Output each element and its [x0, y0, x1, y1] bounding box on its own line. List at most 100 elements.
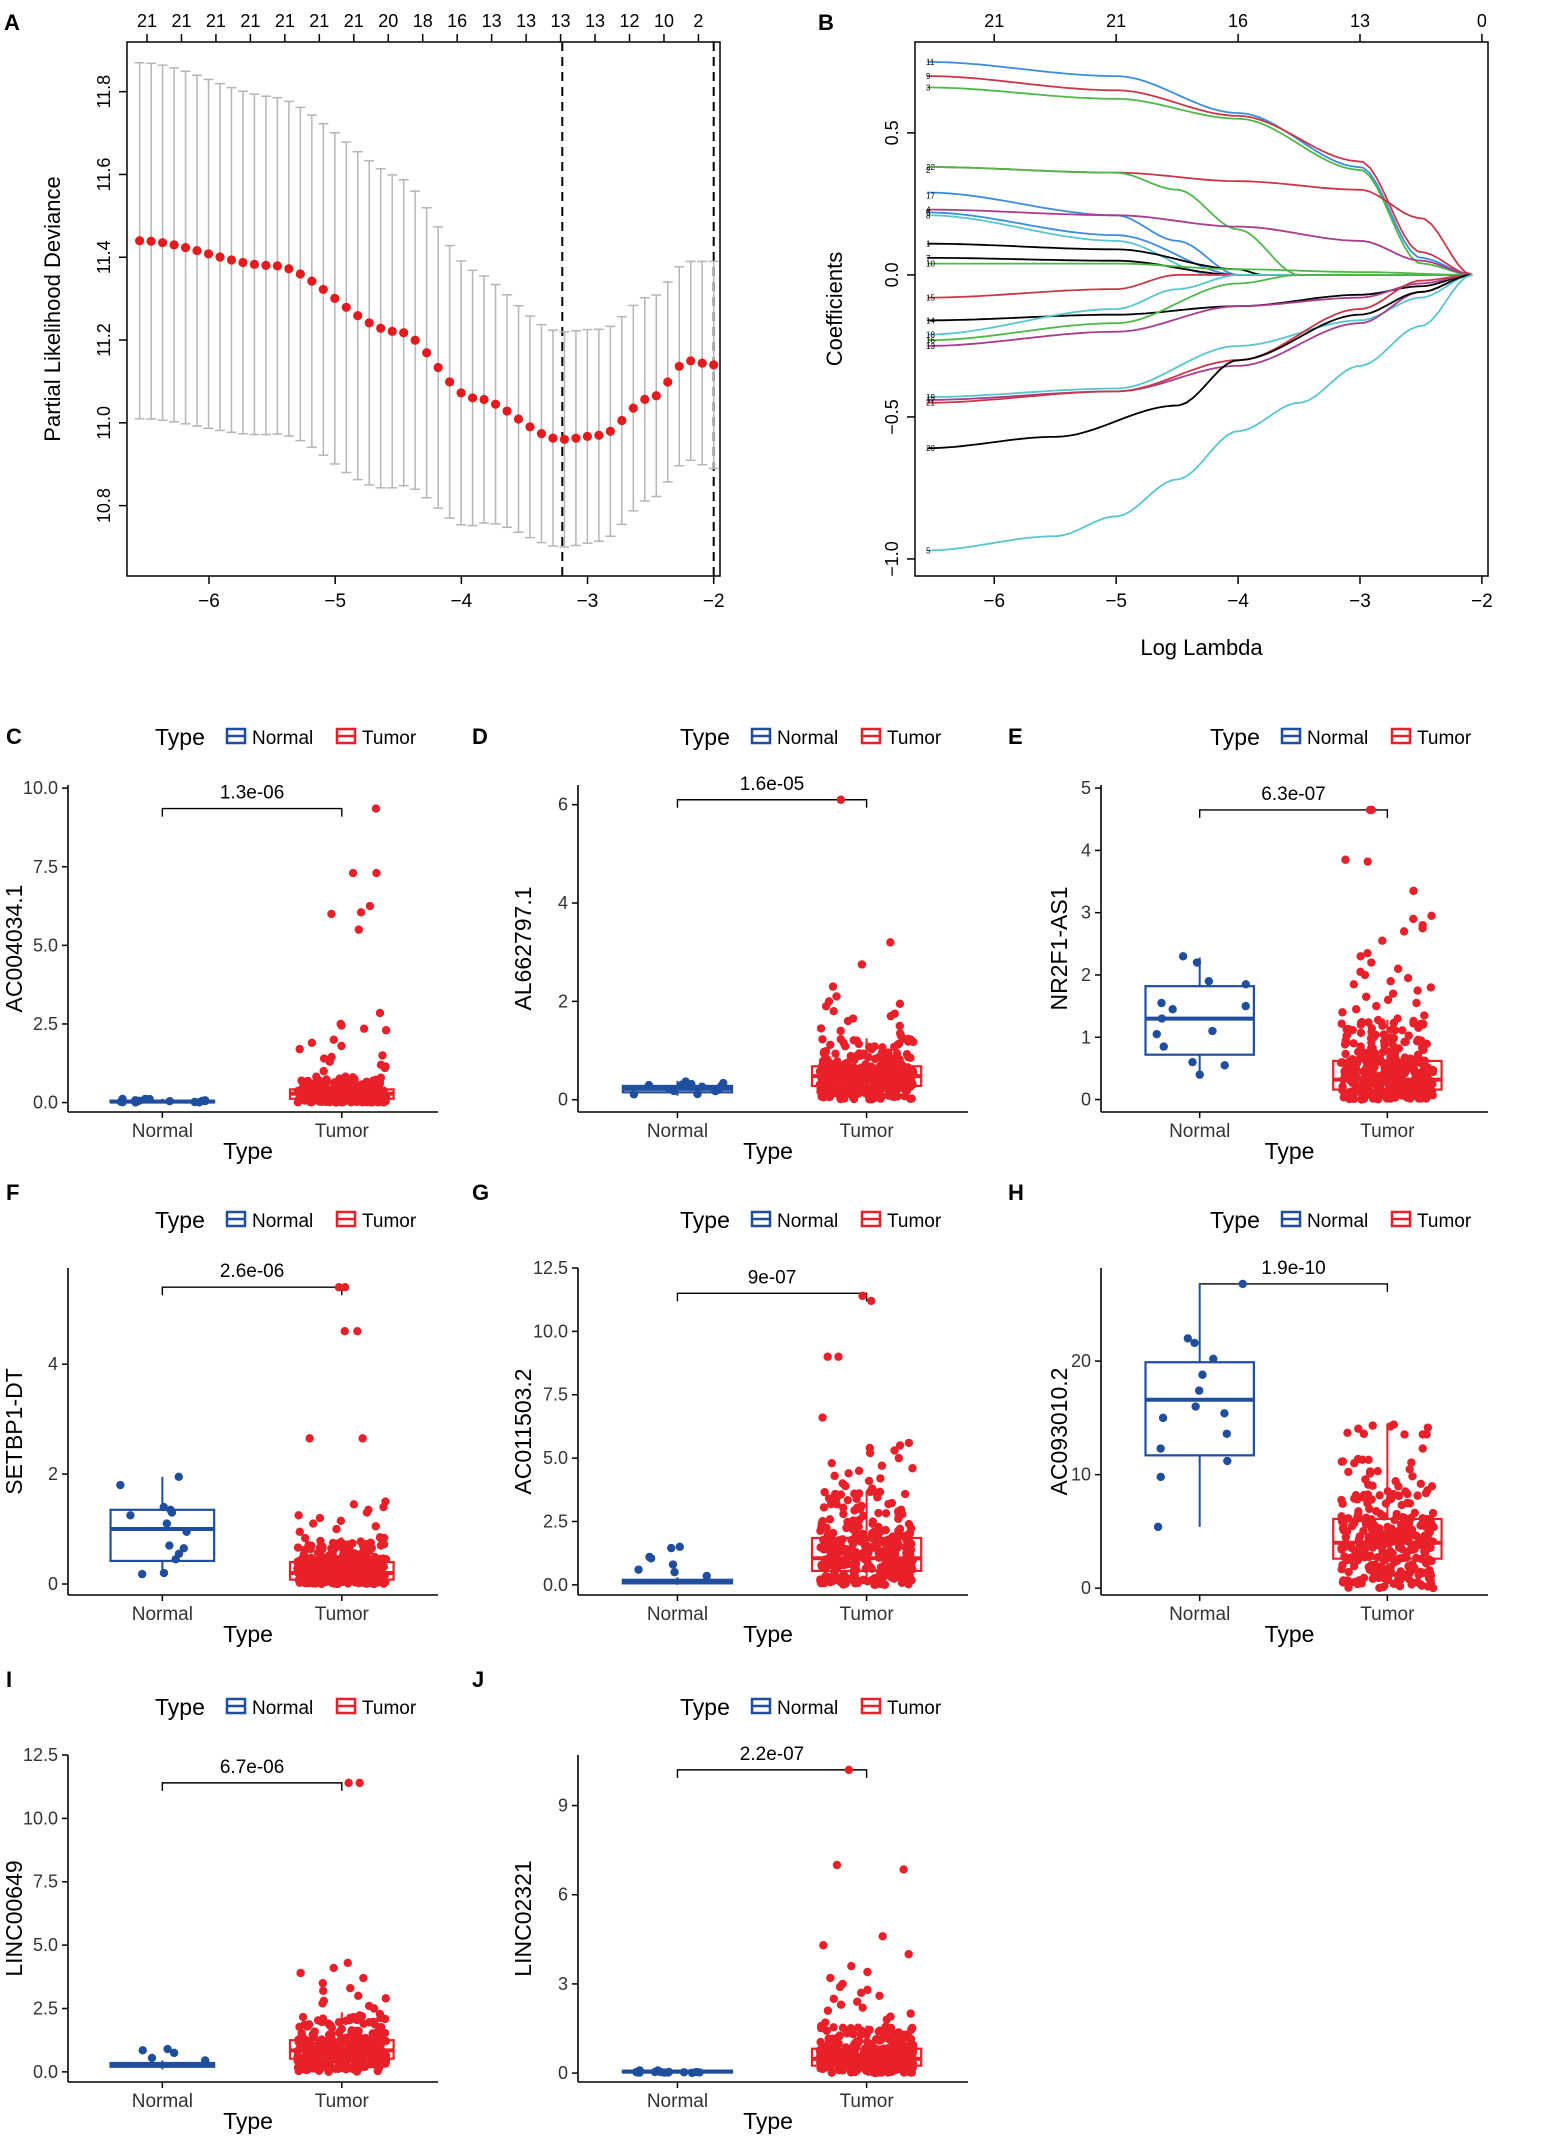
data-point-tumor — [1373, 1530, 1382, 1539]
coef-label-20: 20 — [926, 444, 935, 453]
significance-bracket — [161, 1782, 343, 1791]
y-tick-label: 10 — [1071, 1465, 1091, 1485]
data-point-tumor — [1423, 1423, 1433, 1432]
data-point-tumor — [327, 1544, 336, 1553]
cv-point — [226, 255, 237, 265]
data-point-tumor — [1365, 1504, 1374, 1514]
x-tick-label-normal: Normal — [132, 2091, 193, 2112]
data-point-tumor — [822, 1523, 831, 1533]
cv-point — [559, 434, 570, 444]
data-point-normal — [667, 1543, 676, 1553]
outlier-point-tumor — [1412, 998, 1421, 1008]
x-tick-label-tumor: Tumor — [315, 1604, 370, 1625]
panel-h-boxplot: Type Normal Tumor 0 10 20 Normal Tumor Type AC093… — [1046, 1207, 1488, 1647]
outlier-point-tumor — [1363, 857, 1372, 866]
data-point-normal — [1220, 1409, 1229, 1418]
cv-point — [261, 260, 271, 270]
data-point-tumor — [1410, 1563, 1419, 1573]
data-point-tumor — [1373, 1467, 1382, 1476]
cv-point — [697, 358, 707, 368]
y-axis-title: NR2F1-AS1 — [1046, 887, 1072, 1011]
data-point-tumor — [362, 1077, 371, 1086]
data-point-tumor — [881, 1509, 891, 1518]
data-point-tumor — [902, 1086, 912, 1096]
data-point-normal — [1152, 1029, 1161, 1039]
cv-point — [548, 433, 558, 443]
y-tick-label: 10.8 — [94, 488, 114, 523]
data-point-tumor — [887, 1560, 896, 1570]
outlier-point-tumor — [1388, 989, 1398, 998]
data-point-tumor — [838, 2049, 848, 2058]
outlier-point-tumor — [356, 908, 366, 917]
cv-point — [571, 433, 581, 443]
data-point-normal — [1198, 1370, 1207, 1379]
data-point-tumor — [1421, 1519, 1431, 1528]
data-point-tumor — [1400, 1430, 1409, 1439]
data-point-tumor — [841, 1042, 850, 1051]
data-point-tumor — [315, 2064, 324, 2073]
data-point-tumor — [1388, 1554, 1397, 1564]
outlier-point-tumor — [858, 1291, 867, 1301]
data-point-tumor — [1404, 1031, 1413, 1040]
coef-label-14: 14 — [926, 316, 935, 325]
outlier-point-tumor — [829, 1994, 838, 2003]
outlier-point-tumor — [828, 982, 838, 991]
data-point-tumor — [823, 2040, 833, 2050]
panel-letter-g: G — [472, 1180, 489, 1205]
data-point-tumor — [1414, 1094, 1424, 1103]
outlier-point-tumor — [895, 1021, 904, 1031]
outlier-point-tumor — [1341, 855, 1350, 864]
y-tick-label: 10.0 — [23, 778, 58, 798]
outlier-point-tumor — [830, 1471, 839, 1481]
data-point-tumor — [1387, 1065, 1397, 1074]
data-point-tumor — [317, 2052, 326, 2061]
p-value-label: 1.6e-05 — [740, 774, 804, 795]
data-point-tumor — [860, 2059, 870, 2068]
p-value-label: 6.3e-07 — [1261, 784, 1325, 805]
data-point-tumor — [894, 1039, 904, 1048]
data-point-tumor — [1412, 1037, 1422, 1046]
panel-letter-e: E — [1008, 724, 1023, 749]
outlier-point-tumor — [1361, 992, 1371, 1001]
panel-a-plot-border — [126, 41, 721, 577]
significance-bracket — [1198, 1283, 1389, 1292]
outlier-point-tumor — [821, 1002, 831, 1011]
coef-path-9 — [927, 75, 1473, 276]
data-point-tumor — [1388, 1549, 1397, 1558]
data-point-tumor — [298, 1082, 308, 1091]
data-point-tumor — [819, 1503, 829, 1512]
data-point-tumor — [1416, 1479, 1425, 1489]
data-point-tumor — [1383, 1567, 1392, 1577]
data-point-tumor — [865, 1562, 874, 1571]
outlier-point-tumor — [827, 1458, 836, 1468]
data-point-normal — [147, 2053, 157, 2063]
outlier-point-tumor — [818, 1413, 827, 1422]
data-point-tumor — [826, 2048, 835, 2057]
coef-label-18: 18 — [926, 331, 935, 340]
data-point-tumor — [293, 2052, 302, 2061]
y-tick-label: 0 — [1081, 1090, 1091, 1110]
data-point-tumor — [337, 2024, 346, 2034]
outlier-point-tumor — [1393, 964, 1403, 973]
y-axis-title: AC004034.1 — [1, 885, 27, 1013]
coef-label-8: 8 — [926, 211, 931, 220]
data-point-tumor — [331, 1576, 341, 1586]
data-point-normal — [1191, 1402, 1200, 1411]
data-point-tumor — [825, 1515, 835, 1524]
data-point-tumor — [329, 2053, 338, 2063]
data-point-normal — [1194, 1386, 1204, 1395]
y-tick-label: 6 — [558, 1885, 568, 1905]
top-tick-label: 2 — [693, 11, 703, 31]
coef-label-5: 5 — [926, 546, 931, 555]
data-point-tumor — [341, 2065, 351, 2074]
legend-title: Type — [155, 724, 205, 750]
coef-label-7: 7 — [926, 254, 931, 263]
data-point-tumor — [1423, 1063, 1433, 1072]
legend-label-normal: Normal — [777, 1211, 838, 1232]
data-point-tumor — [860, 1536, 869, 1545]
y-tick-label: 3 — [558, 1974, 568, 1994]
data-point-tumor — [867, 1045, 876, 1054]
data-point-tumor — [1379, 1582, 1388, 1592]
data-point-tumor — [298, 2012, 308, 2022]
data-point-tumor — [321, 1573, 331, 1582]
